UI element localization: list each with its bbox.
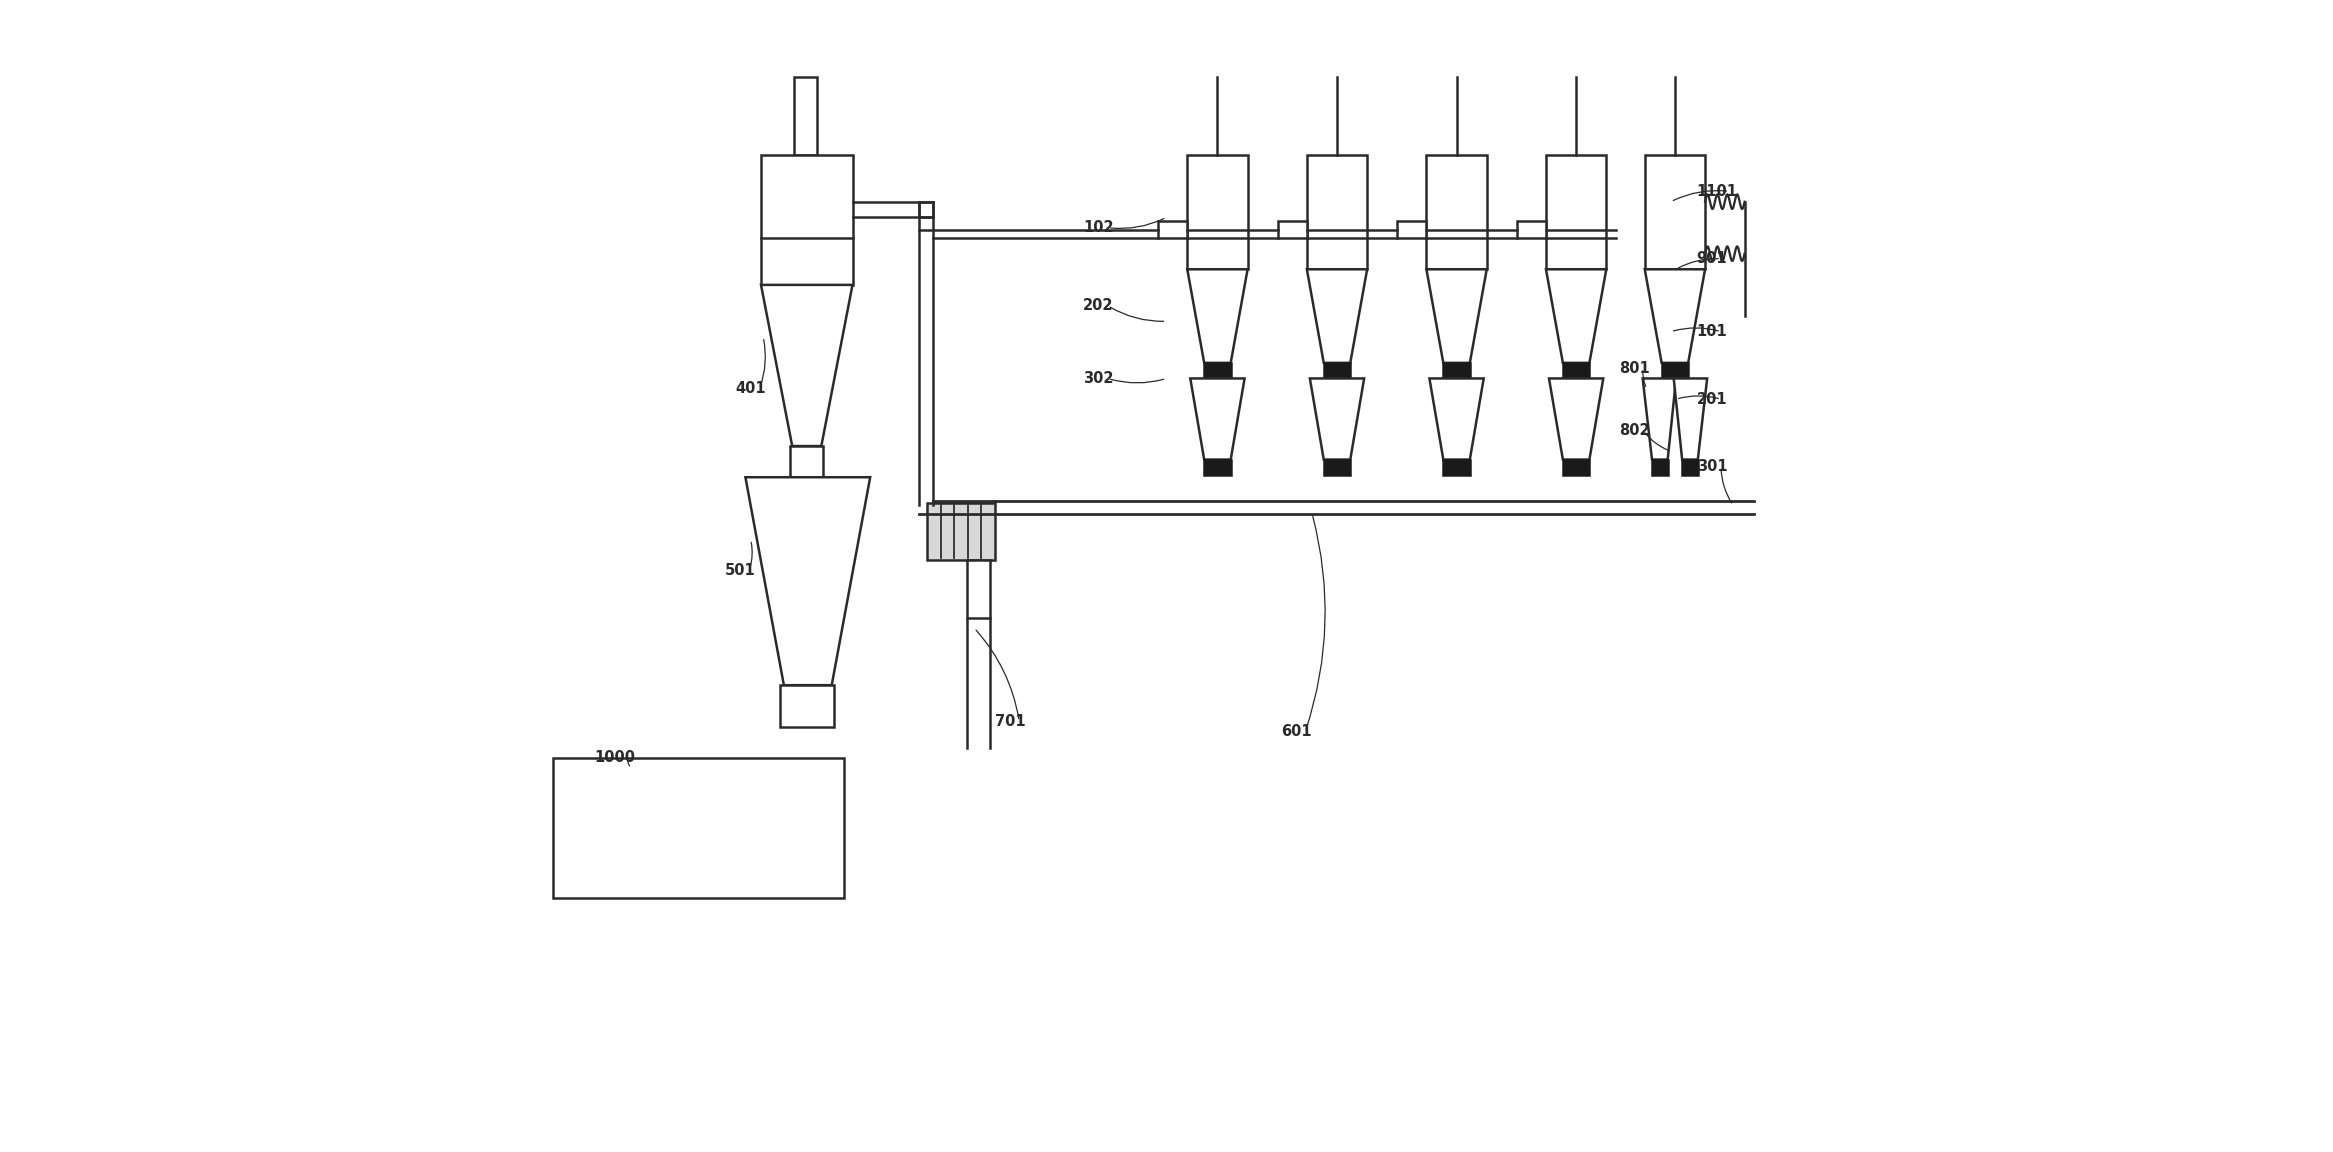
Polygon shape bbox=[761, 285, 852, 446]
Polygon shape bbox=[1547, 270, 1607, 363]
Text: 301: 301 bbox=[1696, 460, 1726, 475]
Text: 202: 202 bbox=[1083, 298, 1113, 313]
Bar bbox=[1444, 363, 1470, 379]
Bar bbox=[919, 202, 933, 218]
Text: 401: 401 bbox=[735, 381, 765, 396]
Polygon shape bbox=[1306, 270, 1367, 363]
Text: 102: 102 bbox=[1083, 220, 1113, 235]
Polygon shape bbox=[1645, 270, 1705, 363]
Bar bbox=[1397, 221, 1425, 238]
Bar bbox=[1516, 221, 1547, 238]
Bar bbox=[1278, 221, 1306, 238]
Bar bbox=[1661, 363, 1689, 379]
Text: 802: 802 bbox=[1619, 423, 1649, 438]
Bar bbox=[1563, 363, 1589, 379]
Bar bbox=[1204, 363, 1232, 379]
Bar bbox=[929, 503, 994, 560]
Bar bbox=[1306, 154, 1367, 270]
Bar bbox=[1444, 460, 1470, 475]
Polygon shape bbox=[1642, 379, 1675, 460]
Text: 201: 201 bbox=[1696, 392, 1726, 407]
Bar bbox=[1563, 460, 1589, 475]
Polygon shape bbox=[747, 477, 870, 685]
Bar bbox=[761, 154, 852, 285]
Text: 1101: 1101 bbox=[1696, 184, 1738, 199]
Bar bbox=[1323, 363, 1351, 379]
Bar bbox=[793, 77, 817, 154]
Text: 1000: 1000 bbox=[595, 750, 635, 765]
Polygon shape bbox=[1190, 379, 1243, 460]
Text: 701: 701 bbox=[994, 714, 1027, 729]
Text: 601: 601 bbox=[1281, 725, 1311, 740]
Bar bbox=[791, 446, 824, 477]
Polygon shape bbox=[1187, 270, 1248, 363]
Bar bbox=[1547, 154, 1607, 270]
Text: 801: 801 bbox=[1619, 361, 1649, 376]
Bar bbox=[553, 758, 845, 899]
Text: 901: 901 bbox=[1696, 251, 1726, 266]
Text: 501: 501 bbox=[726, 563, 756, 578]
Bar bbox=[966, 560, 989, 617]
Polygon shape bbox=[1549, 379, 1603, 460]
Polygon shape bbox=[1425, 270, 1486, 363]
Bar bbox=[1652, 460, 1668, 475]
Text: 101: 101 bbox=[1696, 324, 1726, 339]
Polygon shape bbox=[1430, 379, 1484, 460]
Bar bbox=[1157, 221, 1187, 238]
Text: 302: 302 bbox=[1083, 371, 1113, 386]
Bar bbox=[779, 685, 833, 727]
Bar bbox=[1204, 460, 1232, 475]
Polygon shape bbox=[1309, 379, 1365, 460]
Bar bbox=[1645, 154, 1705, 270]
Bar bbox=[1323, 460, 1351, 475]
Bar bbox=[1425, 154, 1486, 270]
Polygon shape bbox=[1673, 379, 1708, 460]
Bar bbox=[1682, 460, 1698, 475]
Bar bbox=[1187, 154, 1248, 270]
